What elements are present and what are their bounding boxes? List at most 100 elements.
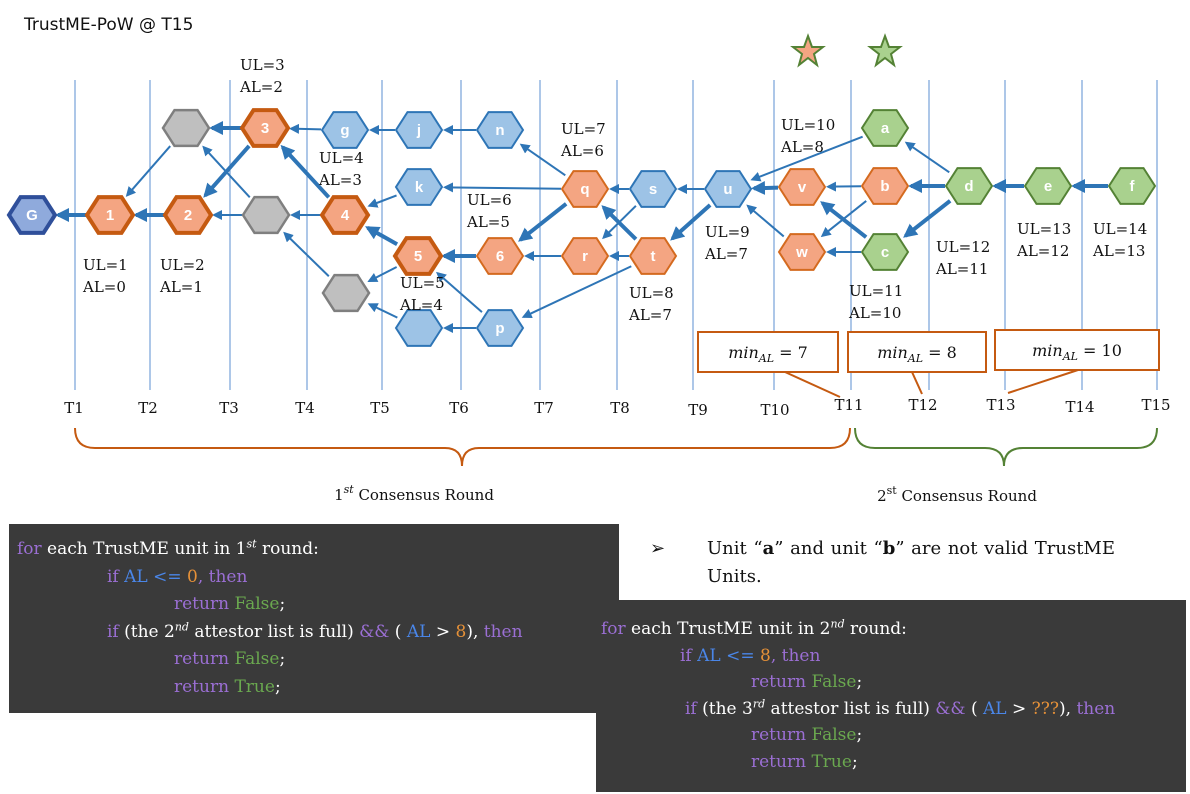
unit-level-label: UL=1 bbox=[83, 256, 128, 274]
dag-edge bbox=[202, 145, 251, 199]
timeline-labels: T1 T2 T3 T4 T5 T6 T7 T8 T9 T10 T11 T12 T13 T14 T15 bbox=[64, 396, 1170, 419]
code-line: if AL <= 8, then bbox=[680, 645, 821, 666]
unit-label: g bbox=[340, 122, 349, 139]
attestation-level-label: AL=7 bbox=[628, 306, 672, 324]
code-line: if (the 2nd attestor list is full) && ( … bbox=[107, 619, 523, 642]
unit-label: n bbox=[495, 122, 504, 139]
hexagon-shape bbox=[6, 195, 58, 235]
unit-label: v bbox=[798, 179, 807, 196]
dag-unit: 5 bbox=[392, 236, 444, 276]
dag-edge bbox=[365, 225, 399, 246]
svg-text:minAL = 10: minAL = 10 bbox=[1032, 341, 1122, 363]
dag-edge bbox=[750, 135, 863, 182]
dag-unit: p bbox=[475, 309, 525, 347]
dag-edge bbox=[288, 123, 322, 134]
unit-level-label: UL=5 bbox=[400, 274, 445, 292]
unit-level-label: UL=11 bbox=[849, 282, 903, 300]
dag-edges bbox=[55, 121, 1108, 333]
unit-label: b bbox=[880, 178, 889, 195]
dag-unit bbox=[321, 273, 371, 313]
attestation-level-label: AL=6 bbox=[560, 142, 604, 160]
hexagon-shape bbox=[319, 195, 371, 235]
dag-edge bbox=[670, 203, 712, 241]
code-line: return False; bbox=[751, 725, 863, 745]
dag-edge bbox=[750, 181, 779, 195]
unit-level-label: UL=12 bbox=[936, 238, 990, 256]
attestation-level-label: AL=2 bbox=[239, 78, 283, 96]
unit-label: k bbox=[415, 179, 424, 196]
timeline-label: T4 bbox=[295, 399, 315, 417]
attestation-level-label: AL=4 bbox=[399, 296, 443, 314]
unit-level-label: UL=3 bbox=[240, 56, 285, 74]
timeline-label: T14 bbox=[1065, 398, 1094, 416]
hexagon-shape bbox=[475, 237, 525, 275]
hexagon-shape bbox=[162, 195, 214, 235]
hexagon-shape bbox=[628, 237, 678, 275]
unit-level-label: UL=8 bbox=[629, 284, 674, 302]
dag-edge bbox=[367, 303, 398, 319]
hexagon-shape bbox=[161, 108, 211, 148]
dag-edge bbox=[746, 204, 785, 238]
attestation-level-label: AL=8 bbox=[780, 138, 824, 156]
unit-label: 6 bbox=[496, 248, 504, 265]
timeline-label: T6 bbox=[449, 399, 469, 417]
attestation-level-label: AL=5 bbox=[466, 213, 510, 231]
hexagon-shape bbox=[239, 108, 291, 148]
attestation-level-label: AL=12 bbox=[1016, 242, 1069, 260]
hexagon-shape bbox=[392, 236, 444, 276]
hexagon-shape bbox=[475, 309, 525, 347]
dag-unit bbox=[161, 108, 211, 148]
timeline-label: T10 bbox=[760, 401, 789, 419]
hexagon-shape bbox=[777, 168, 827, 206]
unit-level-label: UL=10 bbox=[781, 116, 835, 134]
timeline-label: T15 bbox=[1141, 396, 1170, 414]
unit-label: f bbox=[1130, 178, 1136, 195]
unit-level-label: UL=9 bbox=[705, 223, 750, 241]
dag-edge bbox=[367, 194, 397, 208]
dag-edge bbox=[521, 265, 632, 319]
unit-label: c bbox=[881, 244, 889, 261]
hexagon-shape bbox=[860, 167, 910, 205]
dag-edge bbox=[904, 141, 950, 174]
dag-unit bbox=[241, 195, 291, 235]
hexagon-shape bbox=[944, 167, 994, 205]
dag-unit: r bbox=[560, 237, 610, 275]
attestation-level-label: AL=3 bbox=[318, 171, 362, 189]
code-line: return True; bbox=[174, 676, 281, 697]
timeline-label: T11 bbox=[834, 396, 863, 414]
hexagon-shape bbox=[860, 233, 910, 271]
unit-label: j bbox=[416, 122, 421, 139]
dag-edge bbox=[283, 231, 330, 277]
dag-diagram: TrustME-PoW @ T15 G 1 2 3 4 5 6 g j n k p q r t s u v w a b c… bbox=[6, 15, 1171, 505]
unit-label: 4 bbox=[341, 207, 350, 224]
hexagon-shape bbox=[703, 170, 753, 208]
unit-level-label: UL=4 bbox=[319, 149, 364, 167]
unit-label: a bbox=[881, 120, 890, 137]
code-block-round-1: for each TrustME unit in 1st round: if A… bbox=[9, 524, 619, 713]
unit-label: 3 bbox=[261, 120, 269, 137]
dag-edge bbox=[519, 143, 566, 177]
timeline-label: T8 bbox=[610, 399, 630, 417]
hexagon-shape bbox=[394, 309, 444, 347]
dag-edge bbox=[820, 201, 868, 239]
svg-text:minAL = 7: minAL = 7 bbox=[728, 343, 808, 365]
code-line: for each TrustME unit in 2nd round: bbox=[601, 617, 907, 639]
code-line: if AL <= 0, then bbox=[107, 566, 248, 587]
dag-unit: f bbox=[1107, 167, 1157, 205]
dag-unit: k bbox=[394, 168, 444, 206]
min-al-box-2: minAL = 8 bbox=[847, 331, 987, 395]
code-line: return False; bbox=[174, 594, 286, 614]
dag-unit: s bbox=[628, 170, 678, 208]
unit-label: p bbox=[495, 320, 504, 337]
code-line: return True; bbox=[751, 751, 858, 772]
unit-label: s bbox=[649, 181, 657, 198]
timeline-label: T1 bbox=[64, 399, 84, 417]
unit-label: w bbox=[795, 244, 808, 261]
unit-level-label: UL=7 bbox=[561, 120, 606, 138]
dag-edge bbox=[280, 144, 331, 199]
attestation-level-label: AL=7 bbox=[704, 245, 748, 263]
bullet-arrow-icon: ➢ bbox=[650, 538, 666, 559]
timeline-label: T5 bbox=[370, 399, 390, 417]
validity-note-text: Unit “a” and unit “b” are not valid Trus… bbox=[707, 538, 1115, 587]
unit-level-label: UL=2 bbox=[160, 256, 205, 274]
